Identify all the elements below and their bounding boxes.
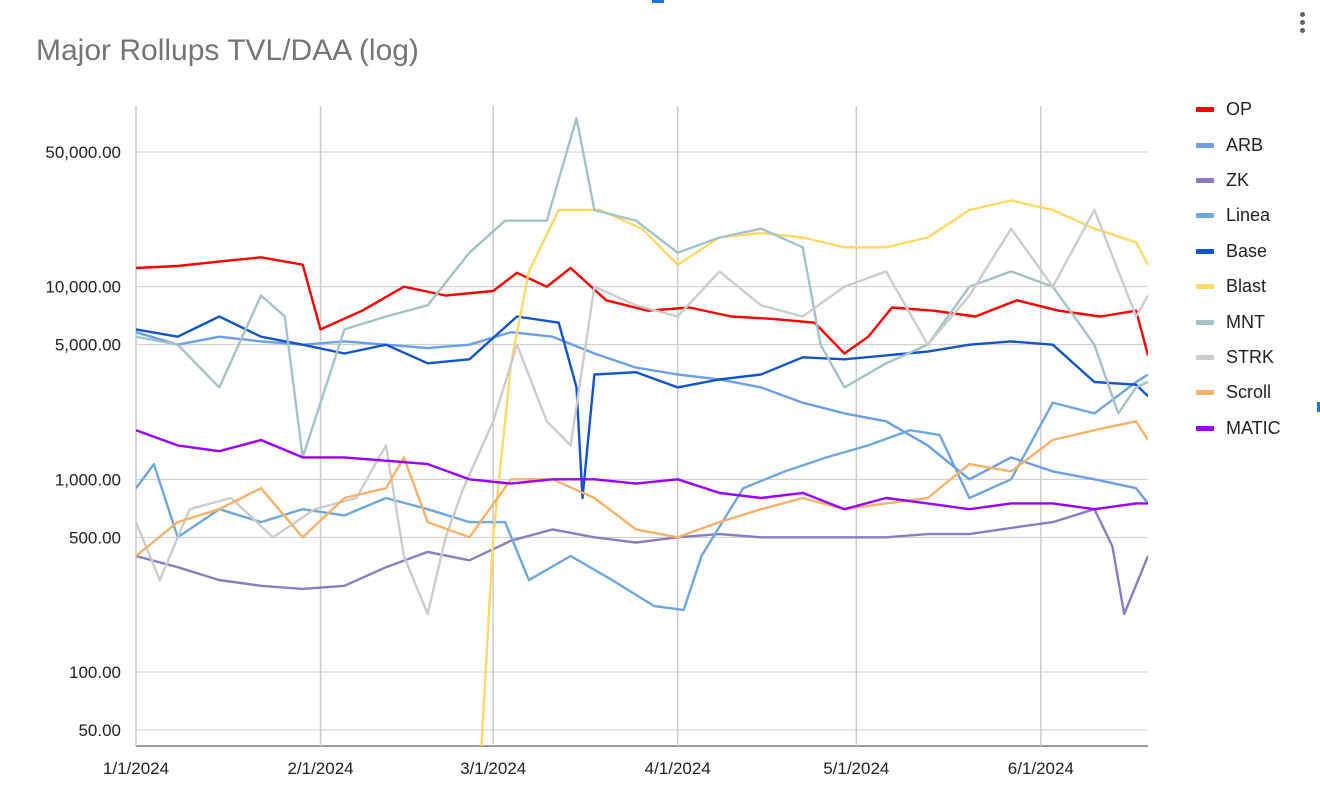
y-tick-label: 1,000.00 <box>55 470 121 489</box>
legend-label: ZK <box>1226 169 1250 190</box>
x-tick-label: 2/1/2024 <box>287 759 353 778</box>
chart-legend: OP ARB ZK Linea Base Blast MNT STRK Scroll MATIC <box>1196 92 1281 446</box>
right-accent-mark <box>1317 402 1320 412</box>
legend-item-matic[interactable]: MATIC <box>1196 411 1281 446</box>
legend-item-zk[interactable]: ZK <box>1196 163 1281 198</box>
legend-item-blast[interactable]: Blast <box>1196 269 1281 304</box>
legend-label: MATIC <box>1226 417 1281 438</box>
legend-item-mnt[interactable]: MNT <box>1196 304 1281 339</box>
legend-swatch <box>1196 390 1214 396</box>
y-tick-label: 10,000.00 <box>45 278 121 297</box>
legend-swatch <box>1196 354 1214 360</box>
legend-label: Base <box>1226 240 1268 261</box>
legend-item-arb[interactable]: ARB <box>1196 127 1281 162</box>
series-line-arb <box>136 331 1148 505</box>
series-line-linea <box>136 373 1148 612</box>
x-tick-label: 4/1/2024 <box>645 759 711 778</box>
y-tick-label: 500.00 <box>69 528 121 547</box>
legend-label: OP <box>1226 99 1253 120</box>
legend-item-scroll[interactable]: Scroll <box>1196 375 1281 410</box>
legend-item-linea[interactable]: Linea <box>1196 198 1281 233</box>
legend-label: Linea <box>1226 205 1271 226</box>
legend-label: STRK <box>1226 346 1275 367</box>
top-accent-mark <box>652 0 664 3</box>
y-tick-label: 50.00 <box>78 721 121 740</box>
legend-label: Blast <box>1226 276 1267 297</box>
y-tick-label: 50,000.00 <box>45 143 121 162</box>
legend-swatch <box>1196 177 1214 183</box>
legend-item-base[interactable]: Base <box>1196 234 1281 269</box>
legend-label: ARB <box>1226 134 1264 155</box>
legend-label: Scroll <box>1226 382 1272 403</box>
series-line-scroll <box>136 420 1148 557</box>
legend-label: MNT <box>1226 311 1265 332</box>
x-tick-label: 1/1/2024 <box>103 759 169 778</box>
more-options-icon[interactable] <box>1292 8 1314 38</box>
y-tick-label: 5,000.00 <box>55 336 121 355</box>
x-tick-label: 3/1/2024 <box>460 759 526 778</box>
y-tick-label: 100.00 <box>69 663 121 682</box>
chart-title: Major Rollups TVL/DAA (log) <box>36 34 419 67</box>
legend-swatch <box>1196 248 1214 254</box>
series-line-blast <box>480 199 1148 746</box>
series-line-mnt <box>136 116 1148 459</box>
legend-swatch <box>1196 319 1214 325</box>
legend-item-strk[interactable]: STRK <box>1196 340 1281 375</box>
series-line-op <box>136 256 1148 356</box>
series-line-base <box>136 315 1148 500</box>
legend-swatch <box>1196 284 1214 290</box>
series-line-matic <box>136 429 1148 511</box>
x-tick-label: 6/1/2024 <box>1008 759 1074 778</box>
x-tick-label: 5/1/2024 <box>823 759 889 778</box>
legend-swatch <box>1196 425 1214 431</box>
series-line-strk <box>136 208 1148 616</box>
legend-swatch <box>1196 213 1214 219</box>
legend-swatch <box>1196 142 1214 148</box>
legend-item-op[interactable]: OP <box>1196 92 1281 127</box>
legend-swatch <box>1196 107 1214 113</box>
